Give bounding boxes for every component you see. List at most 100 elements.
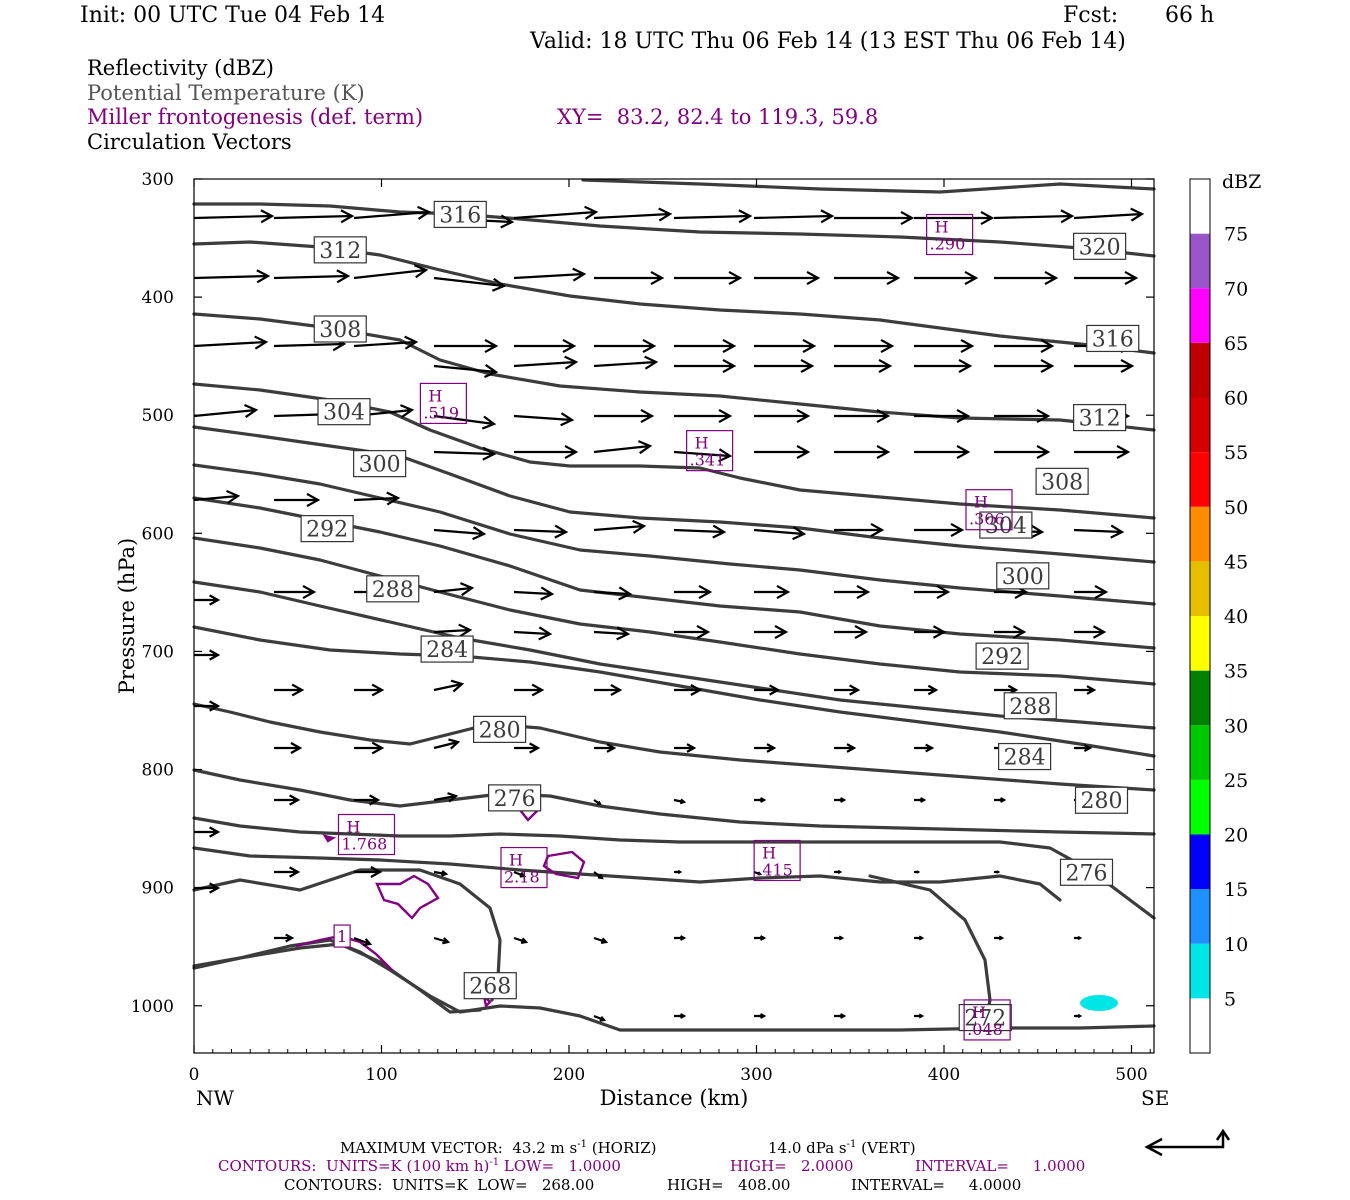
circulation-vector bbox=[914, 1013, 925, 1019]
fronto-maximum: H.290 bbox=[926, 213, 974, 256]
circulation-vector bbox=[513, 205, 599, 220]
circulation-vector bbox=[433, 582, 475, 597]
theta-label: 288 bbox=[366, 575, 420, 603]
circulation-vector bbox=[674, 869, 683, 875]
x-axis-title: Distance (km) bbox=[600, 1086, 749, 1110]
circulation-vector bbox=[994, 797, 1007, 803]
colorbar-level-label: 45 bbox=[1224, 551, 1248, 573]
circulation-vector bbox=[1073, 524, 1125, 539]
circulation-vector bbox=[914, 935, 925, 941]
circulation-vector bbox=[593, 355, 659, 370]
circulation-vector bbox=[513, 412, 575, 427]
forecast-hour: 66 h bbox=[1165, 3, 1215, 28]
init-time: Init: 00 UTC Tue 04 Feb 14 bbox=[80, 3, 386, 28]
circulation-vector bbox=[353, 264, 429, 280]
circulation-vector bbox=[674, 743, 697, 753]
colorbar-level-label: 60 bbox=[1224, 388, 1248, 410]
theta-contour bbox=[192, 816, 1156, 920]
theta-label-value: 308 bbox=[319, 318, 361, 343]
fronto-maximum-value: .341 bbox=[690, 451, 726, 470]
circulation-vector bbox=[754, 935, 767, 941]
circulation-vector bbox=[193, 404, 259, 418]
colorbar-segment bbox=[1190, 834, 1210, 890]
fronto-maximum-value: .290 bbox=[930, 235, 966, 254]
circulation-vector bbox=[674, 358, 737, 374]
circulation-vector bbox=[194, 826, 221, 838]
colorbar-level-label: 55 bbox=[1224, 442, 1248, 464]
x-axis-se-label: SE bbox=[1141, 1086, 1169, 1110]
theta-contour bbox=[192, 846, 1062, 902]
circulation-vector bbox=[754, 408, 811, 424]
colorbar-segment bbox=[1190, 342, 1210, 398]
theta-label-value: 280 bbox=[479, 718, 521, 743]
circulation-vector bbox=[673, 448, 733, 463]
x-tick-label: 100 bbox=[365, 1065, 397, 1085]
theta-contour bbox=[868, 874, 992, 1022]
theta-label-value: 300 bbox=[1002, 565, 1044, 590]
circulation-vector bbox=[754, 797, 767, 803]
circulation-vector bbox=[754, 358, 815, 374]
circulation-vector bbox=[914, 625, 947, 639]
reflectivity-area bbox=[1080, 995, 1118, 1011]
circulation-vector bbox=[513, 524, 569, 539]
fronto-maximum-value: .415 bbox=[757, 860, 793, 879]
theta-label-value: 304 bbox=[323, 401, 365, 426]
circulation-vector bbox=[273, 269, 351, 284]
theta-label: 272 bbox=[958, 1003, 1012, 1032]
circulation-vector bbox=[274, 933, 295, 943]
circulation-vector bbox=[433, 679, 465, 693]
theta-label-value: 316 bbox=[1092, 327, 1134, 352]
circulation-vector bbox=[513, 626, 553, 641]
fronto-maximum-label: H bbox=[695, 434, 709, 453]
circulation-vector bbox=[993, 209, 1075, 224]
field-potential-temperature: Potential Temperature (K) bbox=[87, 81, 365, 105]
fronto-maximum: H.306 bbox=[965, 489, 1013, 531]
circulation-vector bbox=[834, 935, 845, 941]
theta-label: 280 bbox=[1074, 786, 1129, 814]
theta-label-value: 308 bbox=[1041, 470, 1083, 495]
circulation-vector bbox=[433, 623, 473, 638]
circulation-vector bbox=[1074, 935, 1083, 941]
circulation-vector bbox=[914, 358, 973, 374]
colorbar-level-label: 5 bbox=[1224, 988, 1236, 1010]
theta-label-value: 284 bbox=[426, 638, 468, 663]
fronto-maximum: H.341 bbox=[686, 430, 734, 472]
circulation-vector bbox=[994, 870, 1001, 874]
theta-contour bbox=[192, 580, 1156, 730]
colorbar-segment bbox=[1190, 506, 1210, 562]
circulation-vector bbox=[674, 338, 737, 354]
colorbar-title: dBZ bbox=[1222, 171, 1261, 193]
colorbar-level-label: 50 bbox=[1224, 497, 1248, 519]
fronto-contour-high: HIGH= 2.0000 bbox=[730, 1157, 854, 1175]
circulation-vector bbox=[834, 338, 895, 354]
circulation-vector bbox=[674, 584, 713, 600]
fronto-contour-info: CONTOURS: UNITS=K (100 km h)-1 LOW= 1.00… bbox=[218, 1157, 621, 1175]
circulation-vector bbox=[1074, 444, 1131, 460]
fronto-maximum: H.519 bbox=[419, 382, 467, 425]
circulation-vector bbox=[834, 797, 847, 803]
circulation-vector bbox=[914, 870, 921, 874]
theta-label: 304 bbox=[317, 398, 371, 426]
forecast-label: Fcst: bbox=[1063, 3, 1119, 28]
theta-label: 276 bbox=[488, 784, 542, 812]
circulation-vector bbox=[193, 269, 271, 284]
colorbar-level-label: 75 bbox=[1224, 224, 1248, 246]
circulation-vector bbox=[354, 866, 383, 878]
circulation-vector bbox=[514, 338, 577, 354]
theta-contour bbox=[581, 178, 1156, 194]
circulation-vector bbox=[834, 444, 891, 460]
circulation-vector bbox=[433, 364, 499, 378]
theta-label: 276 bbox=[1059, 858, 1114, 886]
x-tick-label: 400 bbox=[928, 1065, 960, 1085]
colorbar-segment bbox=[1190, 889, 1210, 944]
circulation-vector bbox=[674, 408, 733, 424]
circulation-vector bbox=[433, 446, 497, 461]
circulation-vector bbox=[433, 414, 497, 430]
circulation-vector bbox=[193, 489, 241, 504]
circulation-vector bbox=[754, 743, 777, 753]
circulation-vector bbox=[593, 519, 647, 534]
circulation-vector bbox=[593, 440, 653, 455]
fronto-maximum-label: H bbox=[972, 1003, 986, 1022]
circulation-vector bbox=[593, 207, 673, 222]
theta-label-value: 288 bbox=[372, 578, 414, 603]
